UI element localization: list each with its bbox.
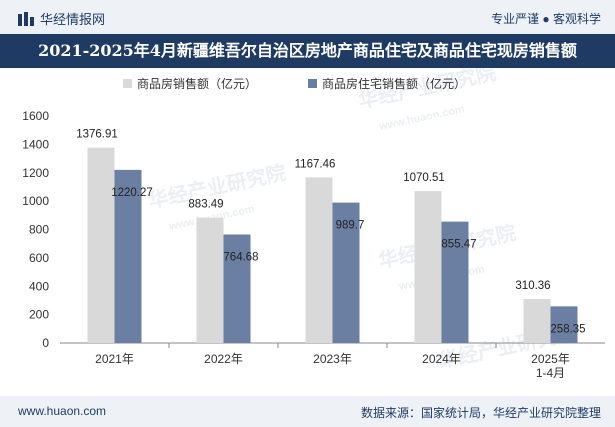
data-label: 883.49 [188, 199, 223, 211]
data-label: 1070.51 [403, 172, 445, 184]
bar-commodity-housing [414, 191, 442, 343]
y-tick-label: 1600 [22, 109, 49, 123]
data-label: 1167.46 [295, 158, 336, 170]
bar-chart-logo-icon [18, 11, 34, 26]
brand[interactable]: 华经情报网 [18, 9, 105, 28]
y-tick-label: 1200 [22, 166, 49, 180]
y-tick-label: 1400 [22, 137, 49, 151]
x-tick-label: 2021年 [95, 352, 134, 366]
x-tick-label: 2025年 [531, 352, 570, 366]
x-tick-label: 2023年 [313, 352, 352, 366]
legend-swatch [123, 79, 132, 88]
y-tick-label: 0 [42, 336, 49, 350]
bar-residential [332, 202, 360, 343]
bar-residential [441, 221, 469, 343]
y-tick-label: 200 [29, 308, 49, 322]
top-bar: 华经情报网 专业严谨 ● 客观科学 [0, 0, 615, 34]
data-label: 258.35 [550, 323, 585, 335]
bar-commodity-housing [305, 177, 333, 343]
value-labels: 1376.91 1220.27 883.49 764.68 1167.46 989.7 10… [76, 129, 585, 336]
axes: 0 200 400 600 800 1000 1200 1400 1600 2021年 2022年 2… [22, 109, 605, 380]
bar-residential [114, 169, 142, 343]
legend-swatch [308, 79, 317, 88]
data-label: 1376.91 [76, 129, 118, 141]
legend: 商品房销售额（亿元） 商品房住宅销售额（亿元） [123, 76, 466, 91]
footer-source: 数据来源：国家统计局，华经产业研究院整理 [360, 406, 601, 420]
tagline: 专业严谨 ● 客观科学 [491, 12, 601, 26]
y-tick-label: 800 [29, 223, 49, 237]
bars [87, 147, 578, 343]
footer: www.huaon.com 数据来源：国家统计局，华经产业研究院整理 [0, 396, 615, 427]
y-tick-label: 1000 [22, 194, 49, 208]
y-tick-label: 600 [29, 251, 49, 265]
data-label: 310.36 [515, 280, 550, 292]
bar-residential [223, 234, 251, 343]
watermark-url: www.huaon.com [377, 103, 466, 133]
legend-label: 商品房销售额（亿元） [137, 76, 257, 91]
bar-commodity-housing [523, 298, 551, 343]
data-label: 1220.27 [111, 187, 153, 199]
bar-commodity-housing [87, 147, 115, 343]
brand-name: 华经情报网 [40, 12, 106, 27]
data-label: 764.68 [223, 252, 258, 264]
legend-label: 商品房住宅销售额（亿元） [322, 76, 466, 91]
chart-title: 2021-2025年4月新疆维吾尔自治区房地产商品住宅及商品住宅现房销售额 [0, 34, 615, 68]
y-tick-label: 400 [29, 279, 49, 293]
bar-residential [550, 306, 578, 343]
data-label: 989.7 [336, 220, 365, 232]
x-tick-label: 2024年 [422, 352, 461, 366]
x-tick-label: 2022年 [204, 352, 243, 366]
bar-commodity-housing [196, 217, 224, 343]
footer-site-link[interactable]: www.huaon.com [18, 404, 107, 418]
x-tick-label: 1-4月 [536, 366, 565, 380]
data-label: 855.47 [441, 239, 476, 251]
bar-chart: 华经产业研究院华经产业研究院华经产业研究院华经产业研究院www.huaon.co… [22, 68, 605, 380]
